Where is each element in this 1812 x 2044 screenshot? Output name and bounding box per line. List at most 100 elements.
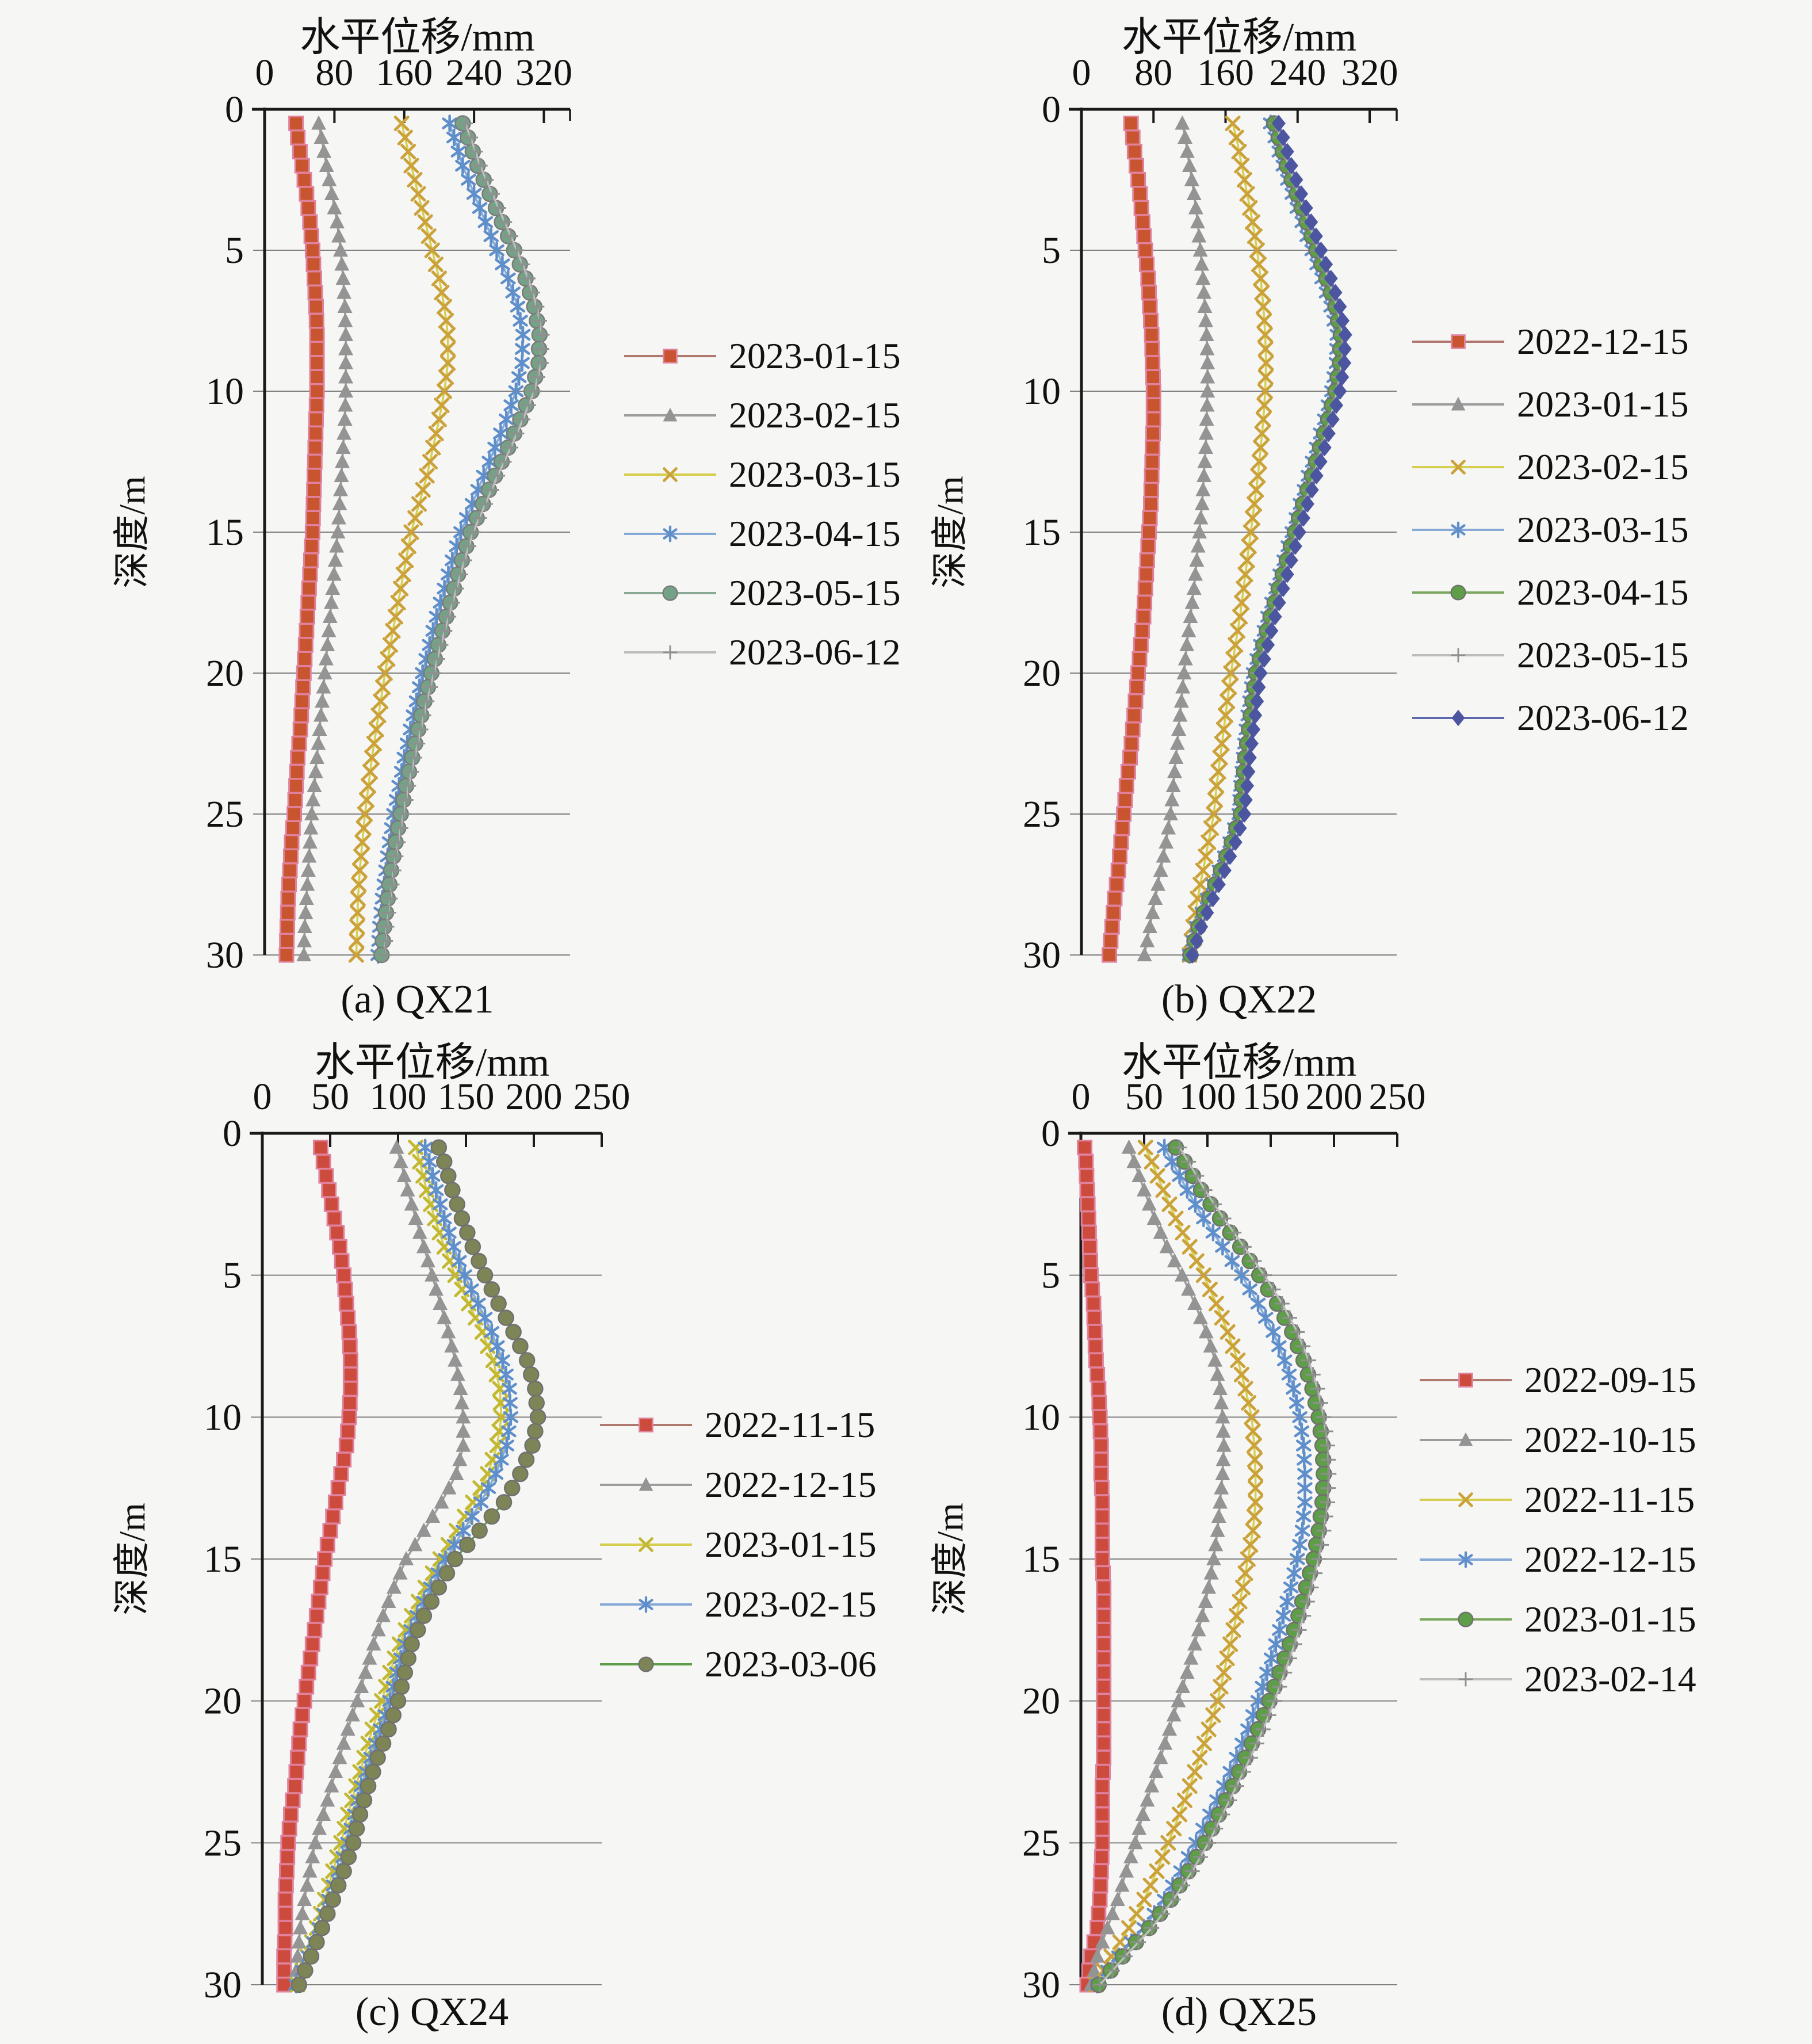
marker-triangle: [308, 763, 323, 778]
marker-square: [1096, 1608, 1112, 1624]
marker-square: [308, 1608, 324, 1624]
marker-square: [1091, 1906, 1107, 1922]
marker-diamond: [1217, 862, 1232, 879]
y-tick-label-25: 25: [206, 793, 244, 835]
legend-label: 2023-03-15: [729, 453, 901, 495]
marker-triangle: [1157, 1735, 1173, 1750]
marker-square: [295, 1707, 311, 1723]
marker-triangle: [314, 129, 329, 144]
y-tick-label-30: 30: [1023, 934, 1061, 976]
marker-triangle: [309, 750, 325, 764]
marker-square: [1091, 1395, 1107, 1411]
series-2023-02-15: [1182, 116, 1274, 963]
marker-triangle: [1197, 299, 1213, 313]
y-tick-label-5: 5: [1042, 230, 1061, 272]
legend-item-2022-11-15: 2022-11-15: [1420, 1470, 1696, 1530]
marker-triangle: [1190, 214, 1205, 228]
marker-plus: [1172, 1140, 1187, 1155]
y-axis-title-qx22: 深度/m: [930, 476, 970, 589]
marker-diamond: [1280, 143, 1294, 161]
marker-triangle: [1182, 158, 1197, 172]
marker-x: [351, 862, 368, 878]
marker-asterisk: [495, 255, 510, 273]
marker-square: [293, 708, 309, 723]
marker-x: [366, 736, 382, 751]
marker-triangle: [1203, 1338, 1218, 1353]
marker-triangle: [400, 1182, 415, 1197]
marker-x: [472, 1480, 488, 1496]
marker-plus: [1175, 1878, 1191, 1893]
marker-diamond: [1309, 227, 1323, 245]
marker-diamond: [1194, 918, 1209, 935]
y-tick-label-15: 15: [204, 1538, 242, 1580]
legend-label: 2023-02-15: [1517, 446, 1689, 487]
legend-key-icon: [1420, 1373, 1512, 1388]
marker-x: [1242, 200, 1258, 216]
marker-x: [393, 116, 410, 131]
marker-circle: [435, 1153, 453, 1170]
marker-square: [1094, 1508, 1110, 1525]
marker-triangle: [301, 848, 317, 863]
marker-square: [283, 1806, 299, 1823]
legend-key-icon: [624, 645, 716, 659]
marker-triangle: [300, 862, 316, 877]
marker-square: [309, 383, 325, 399]
marker-asterisk: [477, 1309, 493, 1327]
marker-diamond: [1272, 594, 1286, 612]
marker-triangle: [454, 1394, 469, 1409]
marker-triangle: [1172, 707, 1188, 722]
x-tick-label-150: 150: [1243, 1076, 1299, 1118]
marker-square: [297, 637, 314, 653]
y-axis-title-qx25: 深度/m: [930, 1503, 970, 1615]
marker-triangle: [336, 1735, 351, 1750]
marker-triangle: [298, 904, 314, 919]
marker-square: [1104, 919, 1120, 935]
marker-square: [1145, 398, 1161, 413]
marker-square: [305, 257, 322, 272]
legend-key-icon: [600, 1656, 692, 1672]
marker-triangle: [332, 242, 348, 257]
marker-plus: [497, 215, 513, 230]
marker-x: [1237, 1381, 1253, 1397]
marker-x: [1253, 440, 1269, 456]
marker-square: [299, 186, 315, 202]
marker-circle: [527, 1423, 544, 1440]
marker-square: [1129, 158, 1145, 174]
marker-triangle: [322, 171, 337, 186]
marker-triangle: [1135, 1806, 1150, 1821]
marker-triangle: [456, 1437, 471, 1452]
marker-x: [1166, 1821, 1182, 1837]
marker-plus: [1321, 1452, 1336, 1468]
marker-x: [1254, 426, 1270, 441]
legend-item-2023-02-15: 2023-02-15: [600, 1575, 877, 1634]
marker-triangle: [330, 524, 346, 538]
series-2023-04-15: [1182, 115, 1350, 964]
marker-diamond: [1280, 566, 1294, 583]
marker-triangle: [1159, 834, 1174, 849]
marker-square: [285, 820, 301, 836]
series-2023-02-15: [296, 115, 354, 961]
legend-label: 2022-12-15: [1524, 1539, 1696, 1580]
marker-square: [340, 1423, 356, 1439]
marker-x: [419, 468, 435, 484]
marker-x: [1225, 651, 1241, 667]
marker-circle: [529, 1409, 546, 1426]
y-tick-label-20: 20: [204, 1680, 242, 1722]
marker-square: [332, 1239, 348, 1255]
marker-asterisk: [1297, 1493, 1313, 1511]
marker-square: [338, 1438, 354, 1454]
y-tick-label-25: 25: [1023, 793, 1061, 835]
legend-item-2023-01-15: 2023-01-15: [600, 1515, 877, 1575]
y-tick-label-25: 25: [204, 1822, 242, 1864]
marker-plus: [1165, 1892, 1181, 1907]
marker-asterisk: [432, 1195, 448, 1213]
marker-asterisk: [1276, 1351, 1293, 1369]
legend-key-icon: [1412, 396, 1504, 410]
marker-triangle: [1196, 284, 1211, 299]
marker-square: [1091, 1381, 1107, 1397]
marker-square: [281, 877, 297, 892]
marker-x: [1253, 270, 1269, 286]
marker-x: [1121, 1920, 1137, 1936]
marker-triangle: [386, 1579, 402, 1594]
marker-plus: [391, 835, 406, 850]
